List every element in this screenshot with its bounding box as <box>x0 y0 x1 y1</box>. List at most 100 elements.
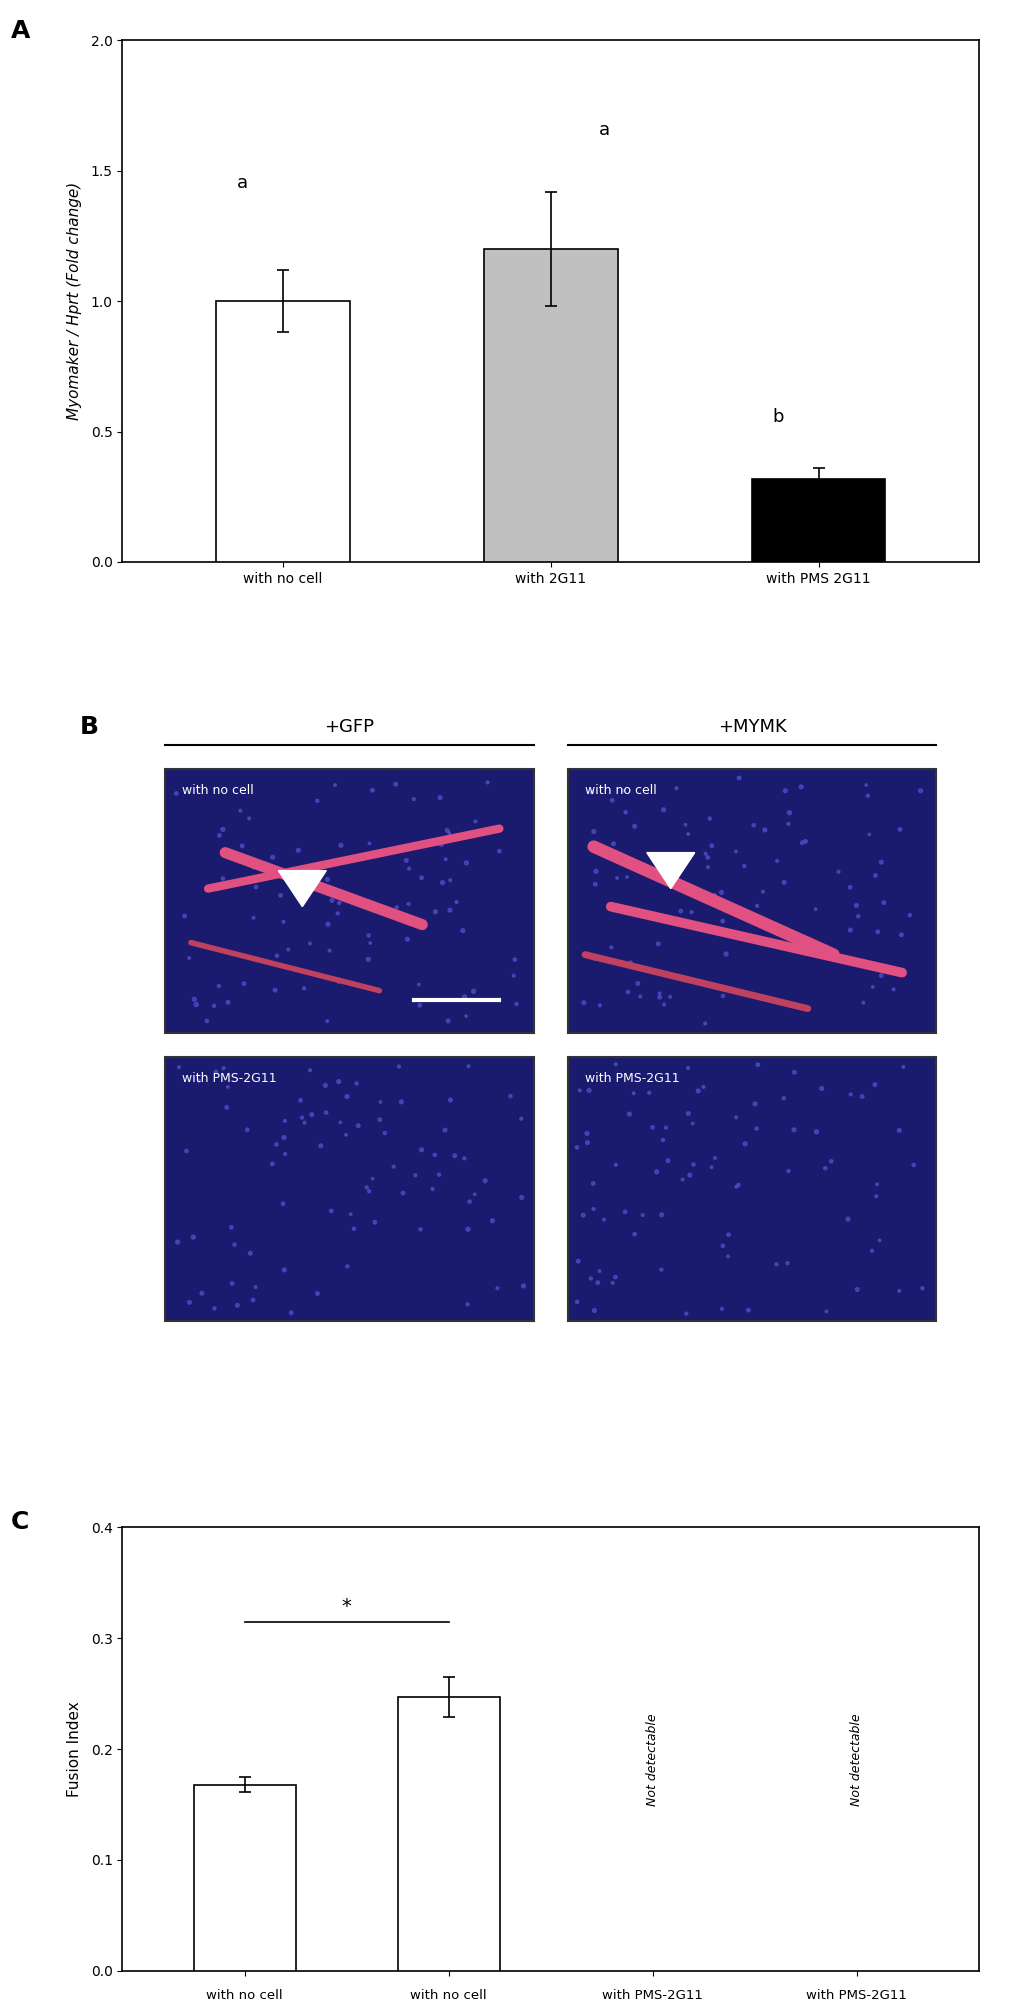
Point <box>338 1080 355 1112</box>
Point <box>730 1168 746 1201</box>
Point <box>616 1197 633 1229</box>
Point <box>864 971 880 1003</box>
Point <box>736 1128 752 1160</box>
Point <box>413 1134 429 1166</box>
Point <box>872 959 889 991</box>
Point <box>817 1295 834 1327</box>
Point <box>431 782 447 814</box>
Point <box>696 1008 712 1040</box>
Text: +GFP: +GFP <box>324 718 374 736</box>
Point <box>690 1076 706 1108</box>
Point <box>621 1098 637 1130</box>
Point <box>652 1253 668 1285</box>
Point <box>446 1140 463 1172</box>
Point <box>467 804 483 837</box>
Point <box>292 1084 309 1116</box>
Point <box>232 794 249 827</box>
Point <box>312 1130 328 1162</box>
Point <box>602 931 619 963</box>
Text: +MYMK: +MYMK <box>717 718 786 736</box>
Point <box>848 889 864 921</box>
Point <box>489 1273 505 1305</box>
Point <box>591 989 607 1022</box>
Text: Not detectable: Not detectable <box>850 1713 862 1806</box>
Point <box>454 915 471 947</box>
Point <box>277 1138 293 1170</box>
Point <box>211 818 227 851</box>
Point <box>913 1273 929 1305</box>
Point <box>385 1150 401 1182</box>
Point <box>616 796 633 829</box>
Point <box>405 985 421 1018</box>
Point <box>331 887 347 919</box>
Point <box>740 1293 756 1325</box>
Point <box>326 768 342 800</box>
Point <box>206 989 222 1022</box>
Y-axis label: Myomaker / Hprt (Fold change): Myomaker / Hprt (Fold change) <box>67 181 83 420</box>
Point <box>264 1148 280 1180</box>
Point <box>797 825 813 857</box>
Point <box>342 1199 359 1231</box>
Point <box>276 1104 292 1136</box>
Point <box>491 835 507 867</box>
Point <box>219 1072 235 1104</box>
Point <box>439 1006 455 1038</box>
Point <box>460 1213 476 1245</box>
Point <box>869 915 886 947</box>
Point <box>309 1277 325 1309</box>
Point <box>893 919 909 951</box>
Point <box>714 905 731 937</box>
Point <box>359 1170 375 1203</box>
Point <box>578 1118 594 1150</box>
Text: with no cell: with no cell <box>585 784 656 796</box>
Point <box>775 867 792 899</box>
Point <box>774 1082 791 1114</box>
Point <box>394 1176 411 1209</box>
Point <box>208 1056 224 1088</box>
Point <box>695 1070 711 1102</box>
Point <box>736 851 752 883</box>
Point <box>839 1203 855 1235</box>
Point <box>728 1170 744 1203</box>
Point <box>620 975 636 1008</box>
Point <box>360 919 376 951</box>
Point <box>323 1195 339 1227</box>
Point <box>651 981 667 1014</box>
Point <box>585 1193 601 1225</box>
Point <box>309 784 325 816</box>
Point <box>748 889 764 921</box>
Point <box>436 1114 452 1146</box>
Point <box>319 863 335 895</box>
Point <box>626 1219 642 1251</box>
Point <box>168 778 184 810</box>
Point <box>674 1164 690 1197</box>
Point <box>683 897 699 929</box>
Point <box>248 871 264 903</box>
Point <box>712 877 729 909</box>
Bar <box>483 249 618 561</box>
Point <box>226 1229 243 1261</box>
Point <box>302 927 318 959</box>
Point <box>330 965 346 997</box>
Point <box>479 766 495 798</box>
Point <box>187 989 204 1022</box>
Point <box>701 802 717 835</box>
Point <box>607 1048 624 1080</box>
Point <box>569 1132 585 1164</box>
Point <box>371 1104 387 1136</box>
Point <box>867 1180 883 1213</box>
Point <box>272 879 288 911</box>
Point <box>859 780 875 812</box>
Text: with PMS-2G11: with PMS-2G11 <box>806 1989 906 2001</box>
Point <box>728 1102 744 1134</box>
Point <box>706 1142 722 1174</box>
Point <box>634 1199 650 1231</box>
Point <box>248 1271 264 1303</box>
Point <box>441 865 458 897</box>
Point <box>586 943 602 975</box>
Point <box>427 895 443 927</box>
Point <box>632 981 648 1014</box>
Point <box>507 987 524 1020</box>
Point <box>339 1251 356 1283</box>
Point <box>872 847 889 879</box>
